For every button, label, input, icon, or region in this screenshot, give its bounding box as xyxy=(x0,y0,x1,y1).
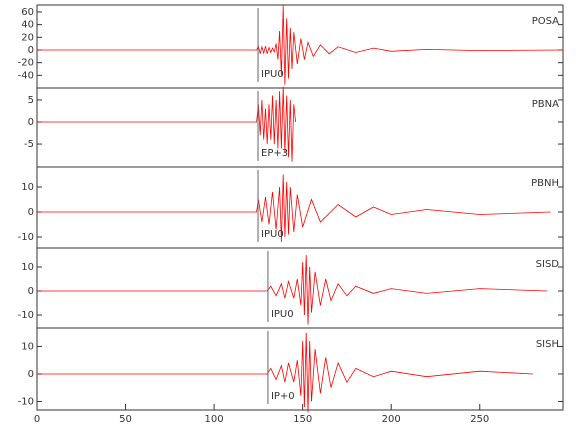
y-tick-label: 10 xyxy=(21,262,34,273)
y-tick-label: 5 xyxy=(28,95,34,106)
y-tick-label: -20 xyxy=(18,58,34,69)
waveform xyxy=(37,86,296,162)
waveform xyxy=(37,332,533,413)
station-name: PBNH xyxy=(531,178,559,189)
pick-label: EP+3 xyxy=(261,148,288,159)
y-tick-label: -40 xyxy=(18,70,34,81)
pick-label: IPU0 xyxy=(261,69,284,80)
y-tick-label: 20 xyxy=(21,32,34,43)
y-tick-label: 10 xyxy=(21,341,34,352)
pick-label: IPU0 xyxy=(261,229,284,240)
waveform xyxy=(37,5,564,85)
y-tick-label: 40 xyxy=(21,20,34,31)
x-tick-label: 150 xyxy=(293,414,312,425)
panel-frame xyxy=(36,327,564,411)
y-tick-label: -10 xyxy=(18,396,34,407)
panel-frame xyxy=(36,87,564,168)
waveform xyxy=(37,254,548,325)
y-tick-label: -5 xyxy=(24,139,34,150)
y-tick-label: -10 xyxy=(18,232,34,243)
y-tick-label: 0 xyxy=(28,369,34,380)
x-tick-label: 100 xyxy=(205,414,224,425)
x-tick-label: 50 xyxy=(119,414,132,425)
y-tick-label: 10 xyxy=(21,182,34,193)
pick-label: IPU0 xyxy=(271,309,294,320)
panel-frame xyxy=(36,166,564,249)
station-name: SISD xyxy=(536,259,560,270)
y-tick-label: 60 xyxy=(21,7,34,18)
x-tick-label: 0 xyxy=(34,414,40,425)
y-tick-label: 0 xyxy=(28,207,34,218)
y-tick-label: -10 xyxy=(18,310,34,321)
y-tick-label: 0 xyxy=(28,286,34,297)
y-tick-label: 0 xyxy=(28,45,34,56)
panel-frame xyxy=(36,247,564,329)
station-name: POSA xyxy=(532,16,559,27)
x-tick-label: 200 xyxy=(382,414,401,425)
y-tick-label: 0 xyxy=(28,117,34,128)
waveform xyxy=(37,174,551,243)
pick-label: IP+0 xyxy=(271,391,295,402)
x-tick-label: 250 xyxy=(470,414,489,425)
station-name: SISH xyxy=(536,339,559,350)
station-name: PBNA xyxy=(532,99,559,110)
